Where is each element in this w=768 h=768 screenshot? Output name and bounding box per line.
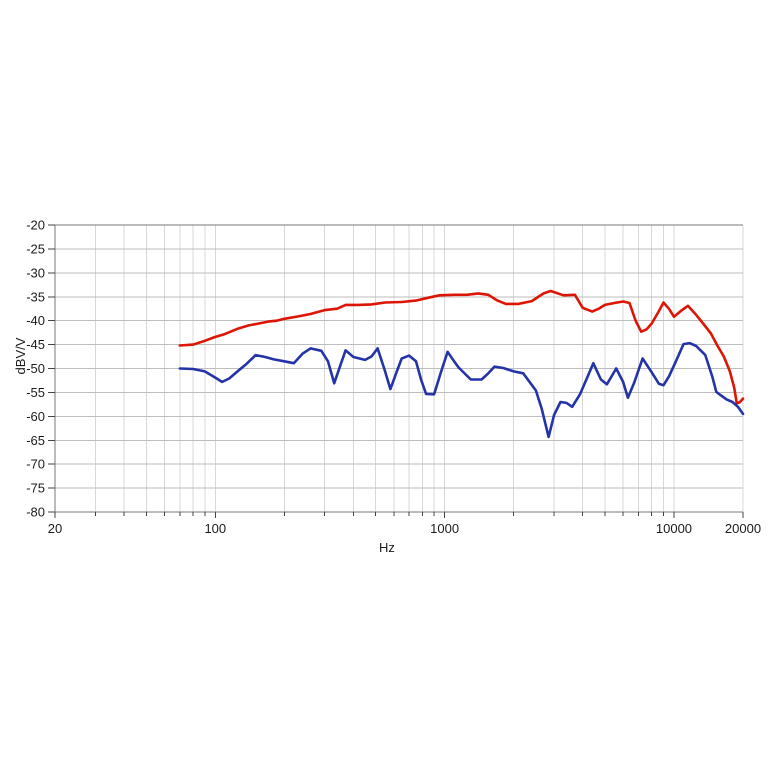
y-tick-label: -35 [26,289,45,304]
axes [48,224,744,518]
x-tick-label: 100 [204,521,226,536]
y-tick-label: -25 [26,241,45,256]
y-tick-label: -30 [26,265,45,280]
y-tick-label: -55 [26,385,45,400]
y-tick-label: -50 [26,361,45,376]
grid-lines [55,225,744,512]
x-tick-label: 1000 [430,521,459,536]
x-axis-label: Hz [379,540,395,555]
x-tick-label: 20000 [725,521,761,536]
y-tick-label: -20 [26,218,45,233]
y-tick-label: -70 [26,457,45,472]
y-tick-label: -60 [26,409,45,424]
y-tick-label: -75 [26,481,45,496]
y-tick-label: -40 [26,313,45,328]
x-tick-label: 20 [48,521,62,536]
upper-red-curve [178,289,745,405]
y-axis-label: dBV/V [13,337,28,374]
y-tick-label: -80 [26,505,45,520]
axis-labels: Hz dBV/V 20 100 1000 10000 20000 -20 -25 -30 -35… [13,218,761,556]
y-tick-label: -45 [26,337,45,352]
y-tick-label: -65 [26,433,45,448]
x-tick-label: 10000 [656,521,692,536]
data-series [178,289,745,439]
lower-blue-curve [178,341,745,439]
